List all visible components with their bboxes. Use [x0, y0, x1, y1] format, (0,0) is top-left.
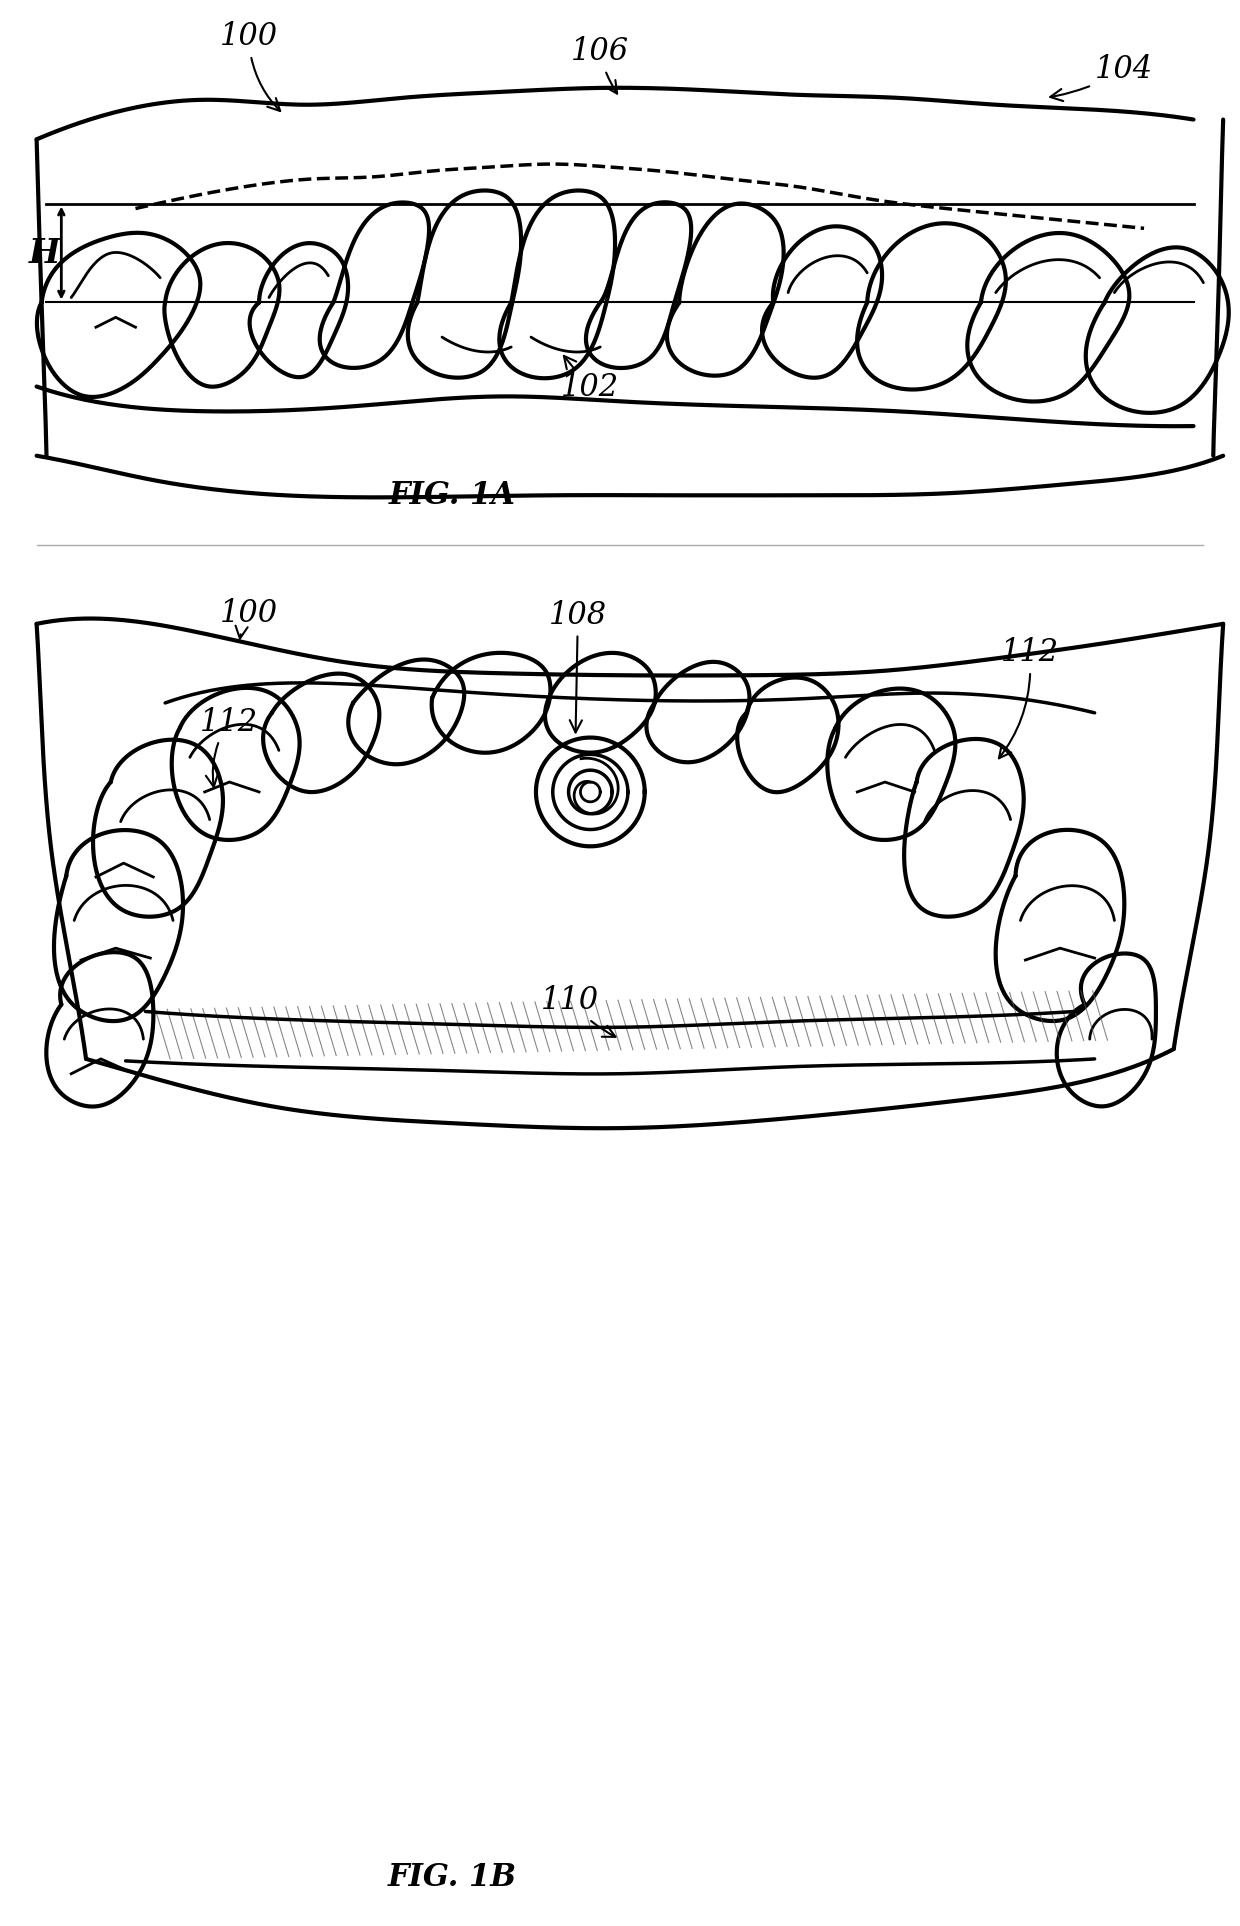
Text: 102: 102: [560, 356, 619, 403]
Text: 104: 104: [1050, 54, 1153, 100]
Text: 106: 106: [570, 37, 629, 94]
Text: 100: 100: [219, 21, 280, 112]
Text: FIG. 1A: FIG. 1A: [388, 480, 516, 510]
Text: 112: 112: [999, 638, 1059, 759]
Text: 108: 108: [549, 599, 606, 732]
Text: 100: 100: [219, 597, 278, 639]
Text: 110: 110: [541, 986, 615, 1036]
Text: H: H: [29, 237, 61, 270]
Text: 112: 112: [200, 707, 258, 788]
Text: FIG. 1B: FIG. 1B: [387, 1862, 516, 1893]
